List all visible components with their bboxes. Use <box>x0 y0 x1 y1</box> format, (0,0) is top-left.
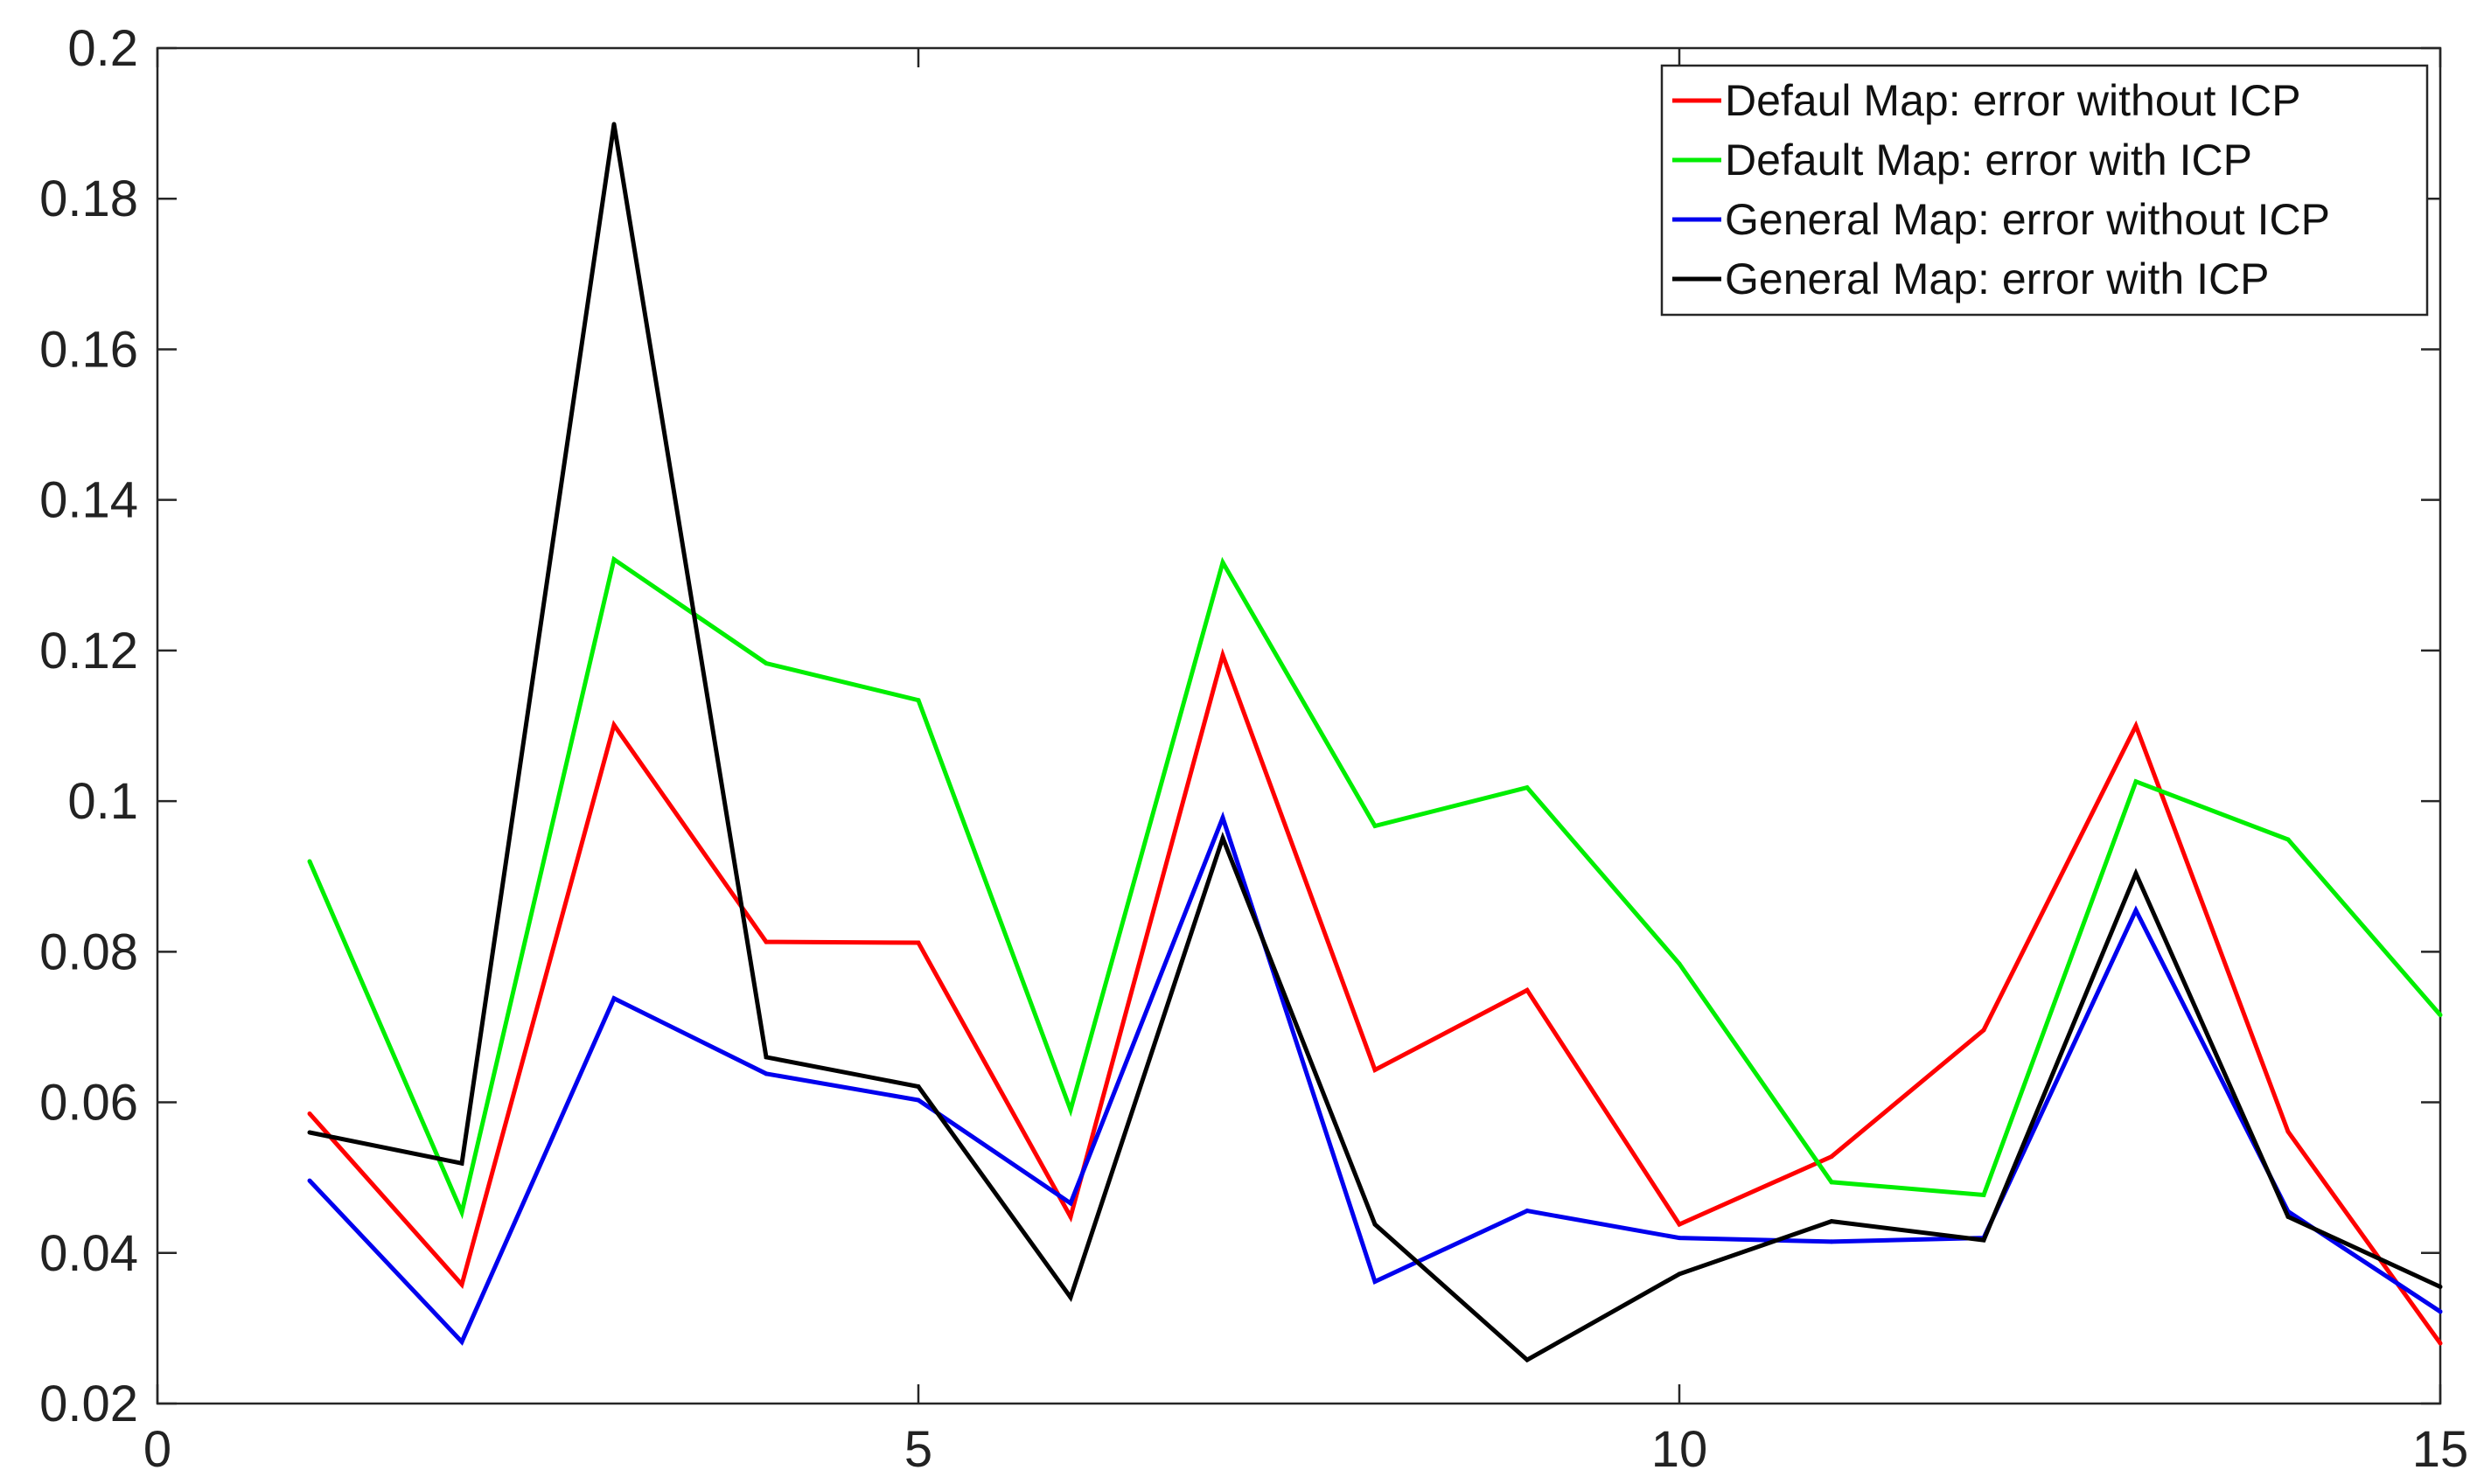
legend-box <box>1660 64 2429 317</box>
y-tick-label: 0.12 <box>39 623 138 679</box>
legend-label-1: Defaul Map: error without ICP <box>1725 76 2301 125</box>
series-2-point <box>2285 837 2291 842</box>
series-lines <box>307 122 2443 1363</box>
x-tick-label: 0 <box>143 1421 171 1478</box>
y-tick-label: 0.02 <box>39 1376 138 1432</box>
series-4-point <box>459 1160 464 1166</box>
series-4-point <box>1677 1272 1682 1277</box>
series-1-point <box>1829 1154 1834 1160</box>
series-3-point <box>2438 1309 2443 1314</box>
series-4-point <box>764 1055 769 1060</box>
legend-label-3: General Map: error without ICP <box>1725 195 2330 244</box>
series-1-point <box>916 940 921 945</box>
series-2-point <box>1372 824 1378 829</box>
series-4-point <box>1220 835 1225 840</box>
series-4-point <box>307 1130 312 1135</box>
series-3-point <box>459 1339 464 1344</box>
series-2-point <box>611 557 617 562</box>
series-4-point <box>611 122 617 127</box>
series-3-point <box>1677 1236 1682 1241</box>
series-4-point <box>2438 1285 2443 1290</box>
series-4-point <box>2285 1214 2291 1219</box>
series-3-point <box>1068 1201 1073 1206</box>
series-3-point <box>1220 815 1225 820</box>
series-1-point <box>2285 1129 2291 1134</box>
x-tick-label: 10 <box>1651 1421 1708 1478</box>
series-4-point <box>1829 1219 1834 1224</box>
y-tick-label: 0.16 <box>39 321 138 378</box>
series-2-point <box>1525 785 1530 791</box>
series-1-point <box>1981 1028 1986 1033</box>
x-tick-label: 5 <box>904 1421 932 1478</box>
series-2-point <box>1677 961 1682 966</box>
y-tick-label: 0.2 <box>67 20 138 77</box>
series-3-point <box>916 1097 921 1103</box>
axes: 0 5 10 15 0.02 0.04 0.06 0.08 0.1 0.12 0.14 0.16 0.1… <box>39 20 2468 1478</box>
series-3-point <box>1525 1209 1530 1214</box>
series-2-point <box>916 698 921 703</box>
legend-label-4: General Map: error with ICP <box>1725 254 2269 303</box>
series-4-point <box>1525 1357 1530 1362</box>
series-1-point <box>2438 1341 2443 1346</box>
series-1-point <box>1525 987 1530 993</box>
legend: Defaul Map: error without ICP Default Map… <box>1660 64 2429 317</box>
legend-label-2: Default Map: error with ICP <box>1725 136 2252 185</box>
series-2-point <box>1981 1192 1986 1197</box>
series-2-point <box>2133 779 2139 784</box>
series-2-point <box>2438 1013 2443 1018</box>
series-1-point <box>1068 1214 1073 1219</box>
y-tick-label: 0.18 <box>39 171 138 227</box>
y-tick-label: 0.08 <box>39 923 138 980</box>
series-3-point <box>1829 1239 1834 1244</box>
series-2-point <box>1829 1180 1834 1185</box>
series-2-point <box>1220 560 1225 565</box>
plot-area-frame <box>156 46 2442 1405</box>
series-4-point <box>1981 1237 1986 1243</box>
series-1-point <box>611 722 617 728</box>
series-1-point <box>1372 1068 1378 1073</box>
series-2-point <box>764 661 769 666</box>
series-3-point <box>764 1071 769 1076</box>
y-tick-label: 0.1 <box>67 773 138 830</box>
series-3-point <box>1372 1279 1378 1284</box>
y-tick-label: 0.06 <box>39 1075 138 1132</box>
series-4-point <box>2133 871 2139 876</box>
series-1-point <box>1220 652 1225 658</box>
series-2-point <box>1068 1107 1073 1112</box>
series-1-point <box>1677 1222 1682 1227</box>
series-4-point <box>916 1083 921 1089</box>
series-2-point <box>459 1209 464 1215</box>
series-1-point <box>764 939 769 944</box>
series-1-point <box>2133 723 2139 728</box>
series-1-point <box>307 1111 312 1116</box>
series-4-point <box>1372 1222 1378 1227</box>
y-tick-label: 0.04 <box>39 1225 138 1282</box>
series-3-point <box>611 996 617 1001</box>
series-3-point <box>307 1178 312 1183</box>
series-1-point <box>459 1282 464 1287</box>
x-tick-label: 15 <box>2412 1421 2469 1478</box>
series-3-point <box>2133 908 2139 913</box>
y-tick-label: 0.14 <box>39 472 138 529</box>
series-2-point <box>307 859 312 864</box>
series-4-point <box>1068 1295 1073 1300</box>
